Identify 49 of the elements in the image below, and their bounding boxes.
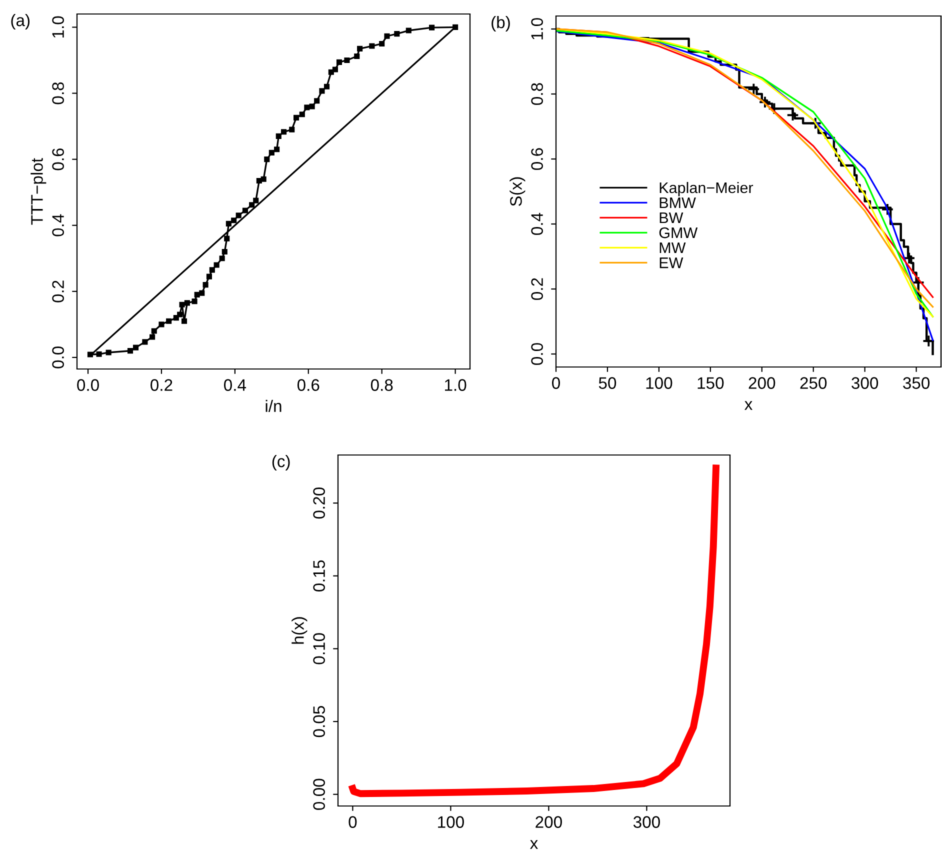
y-tick-label: 0.15 xyxy=(313,560,325,592)
x-tick-label: 0.2 xyxy=(150,379,172,391)
x-tick-label: 350 xyxy=(903,377,930,389)
y-tick-label: 0.6 xyxy=(52,148,64,170)
legend-label: GMW xyxy=(659,227,698,238)
y-axis-title: S(x) xyxy=(510,177,526,206)
x-tick-label: 0 xyxy=(552,377,560,389)
x-tick-label: 250 xyxy=(800,377,827,389)
x-tick-label: 100 xyxy=(646,377,672,389)
y-tick-label: 0.10 xyxy=(313,633,325,664)
x-tick-label: 200 xyxy=(536,816,562,828)
legend-label: Kaplan−Meier xyxy=(660,182,754,196)
legend-label: MW xyxy=(660,242,686,254)
y-tick-label: 0.00 xyxy=(313,778,325,810)
y-tick-label: 0.2 xyxy=(52,280,64,302)
x-tick-label: 0.8 xyxy=(370,379,393,391)
chart-title: (b) xyxy=(492,16,510,32)
y-tick-label: 0.0 xyxy=(52,346,64,368)
chart-title: (a) xyxy=(11,14,30,30)
x-tick-label: 100 xyxy=(438,816,464,828)
x-tick-label: 0.4 xyxy=(224,379,246,391)
x-tick-label: 300 xyxy=(852,377,878,389)
legend-label: BW xyxy=(660,212,684,224)
x-tick-label: 200 xyxy=(748,377,776,389)
y-axis-title: h(x) xyxy=(292,617,308,644)
y-tick-label: 1.0 xyxy=(531,18,543,40)
x-tick-label: 150 xyxy=(698,377,724,389)
x-tick-label: 0.0 xyxy=(77,379,99,391)
x-axis-title: x xyxy=(744,401,752,410)
y-tick-label: 0.8 xyxy=(531,83,543,105)
y-tick-label: 0.4 xyxy=(52,214,64,236)
y-tick-label: 0.05 xyxy=(313,706,325,738)
y-tick-label: 0.20 xyxy=(313,487,325,519)
y-tick-label: 1.0 xyxy=(52,16,64,38)
y-tick-label: 0.0 xyxy=(531,343,543,365)
x-tick-label: 0 xyxy=(348,816,357,828)
y-tick-label: 0.2 xyxy=(531,278,543,300)
y-axis-title: TTT−plot xyxy=(30,158,46,225)
y-tick-label: 0.8 xyxy=(52,82,64,104)
legend-label: EW xyxy=(660,258,684,268)
y-tick-label: 0.4 xyxy=(531,212,543,235)
y-tick-label: 0.6 xyxy=(531,148,543,170)
legend-label: BMW xyxy=(660,198,696,208)
x-tick-label: 50 xyxy=(598,377,616,389)
x-axis-title: i/n xyxy=(266,400,282,412)
x-axis-title: x xyxy=(530,840,538,849)
x-tick-label: 300 xyxy=(633,816,660,828)
x-tick-label: 1.0 xyxy=(444,379,466,391)
chart-title: (c) xyxy=(272,455,290,471)
